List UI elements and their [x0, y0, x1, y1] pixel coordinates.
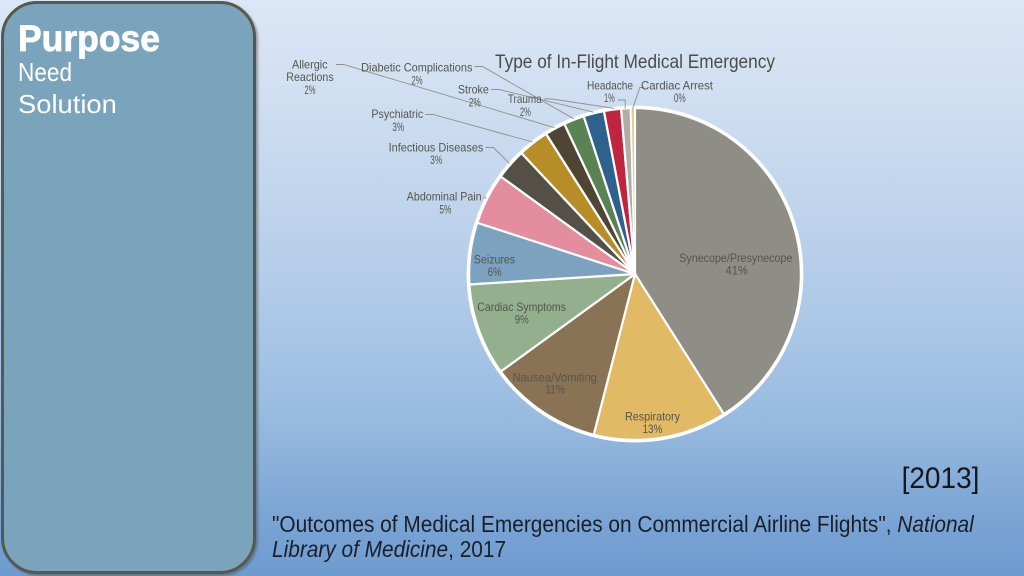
- svg-text:41%: 41%: [726, 264, 749, 278]
- svg-text:0%: 0%: [674, 91, 686, 105]
- svg-text:Seizures: Seizures: [474, 252, 515, 266]
- svg-text:3%: 3%: [430, 153, 442, 167]
- svg-text:11%: 11%: [545, 382, 565, 396]
- svg-text:5%: 5%: [439, 202, 451, 216]
- svg-text:2%: 2%: [305, 83, 316, 97]
- svg-text:Synecope/Presynecope: Synecope/Presynecope: [679, 251, 792, 265]
- svg-text:Headache: Headache: [587, 79, 633, 93]
- svg-text:1%: 1%: [604, 91, 615, 105]
- svg-text:Cardiac Symptoms: Cardiac Symptoms: [477, 300, 566, 314]
- svg-text:Stroke: Stroke: [458, 83, 489, 97]
- svg-text:2%: 2%: [520, 105, 531, 119]
- svg-text:Abdominal Pain: Abdominal Pain: [407, 190, 482, 204]
- svg-text:Reactions: Reactions: [286, 70, 333, 84]
- svg-text:2%: 2%: [412, 74, 423, 88]
- svg-text:2%: 2%: [469, 95, 481, 109]
- svg-text:9%: 9%: [515, 312, 529, 326]
- svg-text:6%: 6%: [488, 265, 502, 279]
- svg-text:Allergic: Allergic: [292, 58, 328, 72]
- svg-text:3%: 3%: [392, 120, 404, 134]
- svg-text:Psychiatric: Psychiatric: [371, 107, 423, 121]
- svg-text:Trauma: Trauma: [508, 92, 542, 106]
- svg-text:Diabetic Complications: Diabetic Complications: [361, 60, 472, 74]
- svg-text:Cardiac Arrest: Cardiac Arrest: [641, 79, 714, 93]
- svg-text:13%: 13%: [643, 422, 663, 436]
- svg-text:Nausea/Vomiting: Nausea/Vomiting: [513, 371, 597, 385]
- svg-text:Respiratory: Respiratory: [625, 410, 680, 424]
- svg-text:Infectious Diseases: Infectious Diseases: [389, 141, 484, 155]
- svg-text:Type of In-Flight Medical Emer: Type of In-Flight Medical Emergency: [495, 51, 775, 73]
